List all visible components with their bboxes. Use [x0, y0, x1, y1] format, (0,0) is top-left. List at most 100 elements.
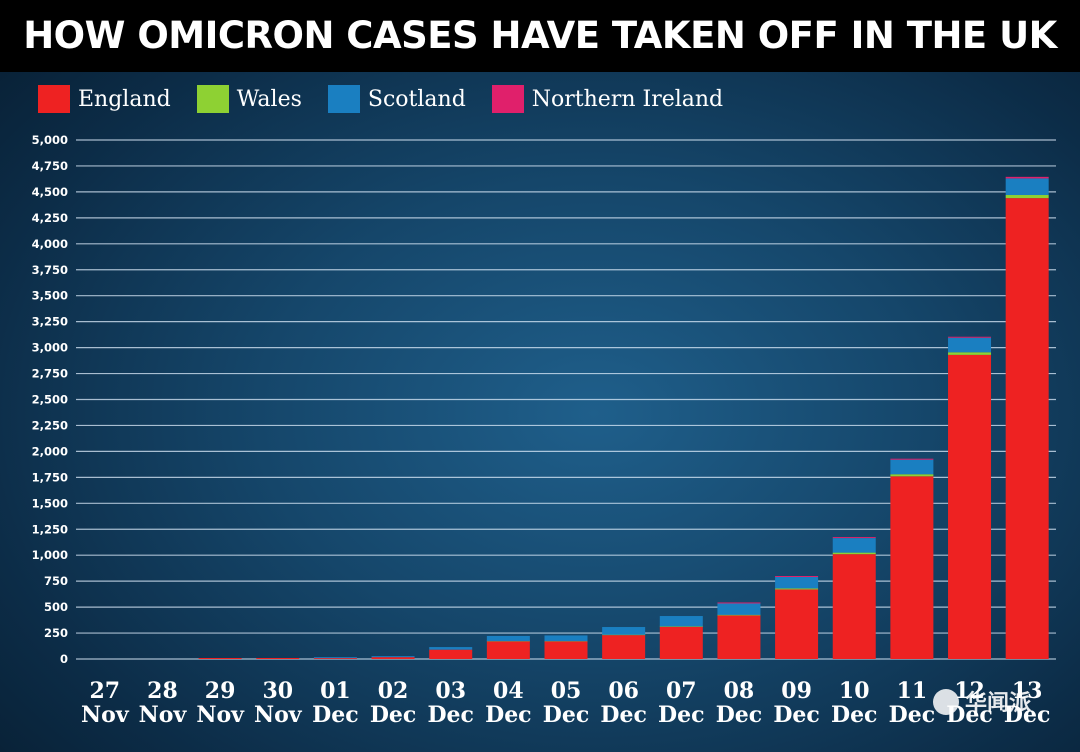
x-tick-label-day: 07	[666, 678, 697, 704]
bar-segment-scotland	[1005, 178, 1049, 196]
y-tick-label: 2,250	[32, 418, 68, 432]
bar-segment-scotland	[602, 627, 646, 635]
bar-segment-england	[1005, 198, 1049, 660]
x-tick-label-month: Nov	[81, 702, 130, 728]
x-tick-label-month: Dec	[312, 702, 358, 728]
bar-segment-scotland	[890, 459, 934, 475]
bar-segment-wales	[948, 352, 992, 355]
y-tick-label: 1,500	[32, 496, 68, 510]
legend-swatch	[38, 85, 70, 113]
legend-label: Wales	[236, 86, 302, 112]
bar-segment-wales	[832, 552, 876, 555]
y-tick-label: 4,500	[32, 185, 68, 199]
watermark-logo-icon	[933, 689, 959, 715]
y-tick-label: 2,750	[32, 367, 68, 381]
y-tick-label: 1,750	[32, 470, 68, 484]
legend-item-wales: Wales	[196, 85, 302, 113]
bar-segment-scotland	[717, 603, 761, 615]
bar-segment-northern-ireland	[775, 575, 819, 577]
bar-segment-wales	[775, 588, 819, 590]
x-tick-label-month: Dec	[889, 702, 935, 728]
bar-segment-northern-ireland	[717, 602, 761, 604]
x-tick-label-day: 05	[551, 678, 582, 704]
bar-segment-scotland	[544, 635, 588, 642]
x-tick-label-month: Dec	[543, 702, 589, 728]
bar-segment-england	[832, 554, 876, 659]
bar-segment-england	[486, 641, 530, 659]
x-tick-label-month: Dec	[485, 702, 531, 728]
bar-segment-wales	[717, 614, 761, 616]
bar-segment-northern-ireland	[1005, 176, 1049, 179]
x-tick-label-month: Dec	[716, 702, 762, 728]
bar-segment-england	[602, 635, 646, 659]
x-tick-label-day: 03	[435, 678, 466, 704]
bar-segment-northern-ireland	[832, 537, 876, 539]
x-tick-label-month: Nov	[196, 702, 245, 728]
legend-item-england: England	[38, 85, 171, 113]
y-tick-label: 3,500	[32, 289, 68, 303]
legend-swatch	[491, 85, 524, 113]
bar-segment-scotland	[775, 576, 819, 589]
bar-segment-england	[429, 649, 473, 659]
x-tick-label-day: 08	[724, 678, 755, 704]
x-tick-label-day: 11	[897, 678, 928, 704]
y-tick-label: 5,000	[32, 133, 68, 147]
bar-segment-england	[198, 658, 242, 659]
legend-swatch	[327, 85, 360, 113]
x-tick-label-month: Dec	[773, 702, 819, 728]
x-tick-label-month: Dec	[658, 702, 704, 728]
y-tick-label: 250	[44, 626, 68, 640]
x-tick-label-day: 27	[90, 678, 121, 704]
y-tick-label: 2,000	[32, 444, 68, 458]
y-tick-label: 4,750	[32, 159, 68, 173]
bar-segment-scotland	[486, 635, 530, 642]
x-tick-label-day: 12	[954, 678, 985, 704]
bar-segment-england	[544, 641, 588, 659]
bar-segment-england	[371, 657, 415, 659]
y-tick-label: 0	[60, 652, 68, 666]
bar-segment-scotland	[371, 656, 415, 658]
x-tick-label-month: Dec	[370, 702, 416, 728]
x-tick-label-day: 28	[147, 678, 178, 704]
x-tick-label-day: 04	[493, 678, 524, 704]
x-tick-label-month: Dec	[600, 702, 646, 728]
bar-segment-northern-ireland	[890, 458, 934, 460]
x-tick-label-day: 13	[1012, 678, 1043, 704]
legend-item-northern-ireland: Northern Ireland	[491, 85, 723, 113]
legend-swatch	[196, 85, 229, 113]
legend-label: Scotland	[367, 86, 466, 112]
chart-title: HOW OMICRON CASES HAVE TAKEN OFF IN THE …	[0, 0, 1080, 72]
bar-segment-scotland	[948, 337, 992, 353]
x-tick-label-month: Nov	[139, 702, 188, 728]
bar-segment-england	[256, 658, 300, 659]
legend-label: England	[78, 86, 171, 112]
y-tick-label: 500	[44, 600, 68, 614]
y-tick-label: 1,250	[32, 522, 68, 536]
y-tick-label: 2,500	[32, 393, 68, 407]
x-tick-label-day: 10	[839, 678, 870, 704]
legend-item-scotland: Scotland	[327, 85, 466, 113]
bar-segment-northern-ireland	[948, 336, 992, 338]
x-tick-label-month: Dec	[831, 702, 877, 728]
bar-segment-wales	[890, 474, 934, 477]
x-tick-label-day: 29	[205, 678, 236, 704]
x-tick-label-day: 01	[320, 678, 351, 704]
bar-segment-england	[775, 589, 819, 659]
x-tick-label-month: Dec	[1004, 702, 1050, 728]
bar-segment-scotland	[313, 657, 357, 659]
bar-segment-scotland	[659, 616, 703, 627]
bar-segment-england	[313, 658, 357, 659]
y-tick-label: 750	[44, 574, 68, 588]
x-tick-label-day: 02	[378, 678, 409, 704]
x-tick-label-day: 06	[608, 678, 639, 704]
y-tick-label: 3,750	[32, 263, 68, 277]
y-tick-label: 3,250	[32, 315, 68, 329]
x-tick-label-day: 30	[262, 678, 293, 704]
y-tick-label: 4,250	[32, 211, 68, 225]
x-tick-label-month: Nov	[254, 702, 303, 728]
y-tick-label: 3,000	[32, 341, 68, 355]
legend: England Wales Scotland Northern Ireland	[38, 82, 749, 116]
y-tick-label: 4,000	[32, 237, 68, 251]
bar-segment-england	[890, 476, 934, 659]
